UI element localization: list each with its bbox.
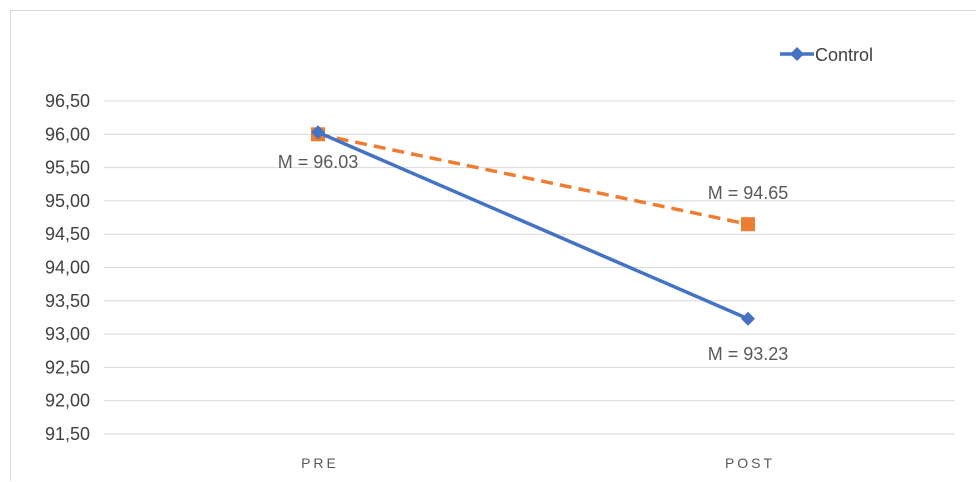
y-tick-label: 94,00 [45, 258, 90, 278]
data-label: M = 96.03 [278, 152, 359, 172]
y-axis-ticks: 96,50 96,00 95,50 95,00 94,50 94,00 93,50 93,00… [45, 91, 90, 444]
y-tick-label: 91,50 [45, 424, 90, 444]
y-tick-label: 96,00 [45, 124, 90, 144]
data-labels: M = 93.23 M = 96.03 M = 94.65 [278, 152, 789, 364]
y-tick-label: 95,00 [45, 191, 90, 211]
x-axis-ticks: PRE POST [301, 455, 775, 471]
series [311, 125, 755, 326]
legend-label: Control [815, 45, 873, 65]
series-line [317, 130, 749, 321]
legend-marker [790, 47, 804, 61]
data-point-diamond [311, 125, 325, 140]
y-tick-label: 95,50 [45, 158, 90, 178]
y-tick-label: 92,00 [45, 391, 90, 411]
data-label: M = 94.65 [708, 183, 789, 203]
x-tick-label: PRE [301, 455, 339, 471]
chart-frame [10, 10, 976, 481]
y-tick-label: 93,50 [45, 291, 90, 311]
series-line [317, 132, 749, 226]
y-tick-label: 96,50 [45, 91, 90, 111]
y-tick-label: 94,50 [45, 224, 90, 244]
data-point-square [741, 217, 755, 232]
data-point-diamond [741, 311, 755, 326]
y-tick-label: 93,00 [45, 324, 90, 344]
gridlines [104, 100, 955, 435]
data-label: M = 93.23 [708, 344, 789, 364]
y-tick-label: 92,50 [45, 357, 90, 377]
x-tick-label: POST [725, 455, 775, 471]
legend: Control [780, 45, 873, 65]
